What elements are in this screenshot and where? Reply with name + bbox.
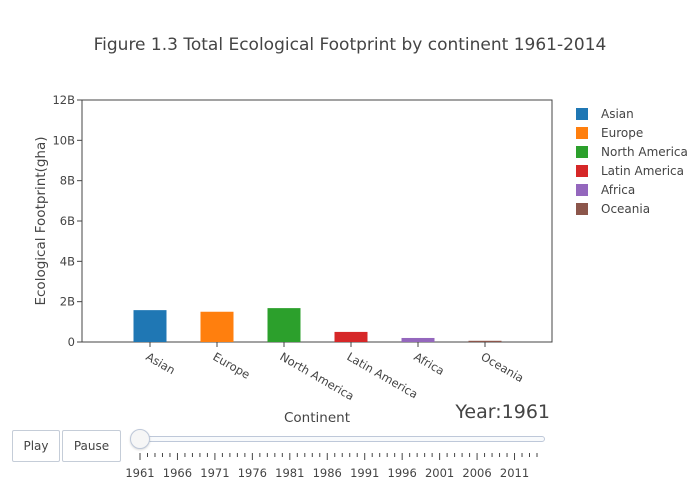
legend: Asian Europe North America Latin America Afr… (576, 107, 688, 216)
y-tick-label: 0 (68, 335, 75, 349)
x-tick-label: Asian (144, 349, 178, 377)
y-axis-title: Ecological Footprint(gha) (33, 136, 49, 305)
y-tick-label: 8B (60, 174, 75, 188)
legend-swatch (576, 146, 588, 158)
year-slider-track[interactable] (140, 436, 545, 442)
bar (267, 308, 301, 342)
x-tick-label: Africa (412, 349, 447, 378)
legend-label: Oceania (601, 202, 650, 216)
legend-swatch (576, 165, 588, 177)
x-axis-title: Continent (284, 410, 350, 426)
y-tick-label: 10B (52, 133, 75, 147)
year-slider-handle[interactable] (130, 429, 150, 449)
slider-year-label: 1981 (275, 466, 304, 480)
bar (133, 310, 167, 342)
legend-label: Africa (601, 183, 635, 197)
slider-year-label: 1971 (200, 466, 229, 480)
legend-swatch (576, 184, 588, 196)
legend-label: Asian (601, 107, 634, 121)
plot-area (81, 99, 553, 343)
slider-year-label: 1996 (388, 466, 417, 480)
bars (133, 308, 502, 342)
y-tick-label: 4B (60, 254, 75, 268)
slider-year-label: 1976 (238, 466, 267, 480)
legend-label: North America (601, 145, 688, 159)
bar (401, 337, 435, 342)
slider-ticks: 1961 1966 1971 1976 1981 1986 1991 1996 2001 2006… (125, 453, 538, 480)
bar (200, 311, 234, 342)
legend-label: Latin America (601, 164, 684, 178)
bar (334, 331, 368, 342)
y-axis: 0 2B 4B 6B 8B 10B 12B (52, 93, 82, 349)
y-tick-label: 12B (52, 93, 75, 107)
x-tick-label: North America (278, 349, 357, 403)
chart-title: Figure 1.3 Total Ecological Footprint by… (94, 35, 607, 55)
x-tick-label: Europe (211, 349, 253, 381)
slider-year-label: 2001 (425, 466, 454, 480)
x-tick-label: Oceania (479, 349, 527, 385)
legend-swatch (576, 127, 588, 139)
slider-year-label: 1961 (125, 466, 154, 480)
x-tick-label: Latin America (345, 349, 421, 401)
slider-year-label: 1986 (313, 466, 342, 480)
slider-year-label: 1991 (350, 466, 379, 480)
pause-button[interactable]: Pause (62, 430, 121, 462)
slider-year-label: 1966 (163, 466, 192, 480)
slider-year-label: 2011 (500, 466, 529, 480)
play-button[interactable]: Play (12, 430, 60, 462)
y-tick-label: 2B (60, 295, 75, 309)
legend-label: Europe (601, 126, 643, 140)
bar (468, 340, 502, 342)
frame-year-label: Year:1961 (454, 401, 550, 423)
slider-year-label: 2006 (462, 466, 491, 480)
y-tick-label: 6B (60, 214, 75, 228)
legend-swatch (576, 108, 588, 120)
legend-swatch (576, 203, 588, 215)
